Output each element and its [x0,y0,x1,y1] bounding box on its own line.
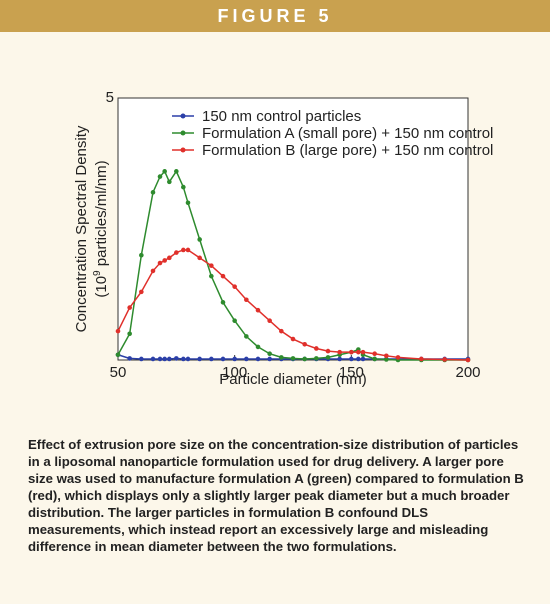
data-point [162,258,167,263]
data-point [150,268,156,274]
data-point [209,273,214,279]
data-point [139,252,144,258]
data-point [267,351,272,357]
y-axis-label: Concentration Spectral Density [73,125,90,332]
x-axis-label: Particle diameter (nm) [219,371,367,388]
data-point [244,297,249,303]
chart: Particle diameter (nm) Concentration Spe… [73,89,493,388]
data-point [127,331,132,337]
data-point [314,356,319,361]
data-point [174,356,179,361]
data-point [356,356,361,362]
data-point [185,247,191,253]
data-point [232,284,237,289]
data-point [302,356,307,362]
data-point [255,344,261,350]
x-tick-label: 50 [110,364,127,381]
data-point [349,356,354,362]
data-point [232,318,237,324]
data-point [372,351,377,357]
data-point [314,346,319,351]
data-point [220,300,226,305]
x-tick-label: 200 [455,364,480,381]
data-point [360,356,366,362]
plot-frame [117,97,469,361]
data-point [181,356,186,362]
x-tick-label: 100 [222,364,247,381]
y-label-part: particles/ml/nm) [93,160,110,270]
caption: Effect of extrusion pore size on the con… [28,437,524,554]
data-point [255,307,261,313]
data-point [465,357,471,363]
data-point [209,356,214,362]
data-point [442,357,447,362]
legend-marker [180,147,186,153]
data-point [209,263,214,268]
data-point [279,328,284,334]
data-point [197,356,202,362]
data-point [181,184,186,190]
data-point [384,357,389,362]
data-point [220,356,226,362]
data-point [244,356,249,362]
data-point [290,356,296,361]
legend-marker [180,113,186,119]
data-point [174,250,179,255]
y-tick-label: 5 [106,89,114,106]
data-point [197,237,202,242]
data-point [150,356,156,362]
data-point [181,247,186,253]
data-point [139,356,144,362]
x-tick-label: 150 [339,364,364,381]
data-point [162,169,167,174]
data-point [167,255,172,261]
data-point [185,356,191,362]
data-point [356,349,361,355]
data-point [162,356,167,362]
data-point [325,348,331,354]
data-point [267,356,272,362]
data-point [157,260,163,266]
data-point [167,179,172,185]
y-label-part: (10 [93,276,110,298]
data-point [197,255,202,261]
data-point [267,318,272,324]
data-point [360,349,366,355]
data-point [185,200,191,206]
data-point [115,352,121,358]
data-point [220,273,226,279]
data-point [325,355,331,360]
data-point [372,356,377,362]
legend-label: 150 nm control particles [202,108,361,125]
data-point [244,334,249,339]
data-point [255,356,261,362]
legend-label: Formulation B (large pore) + 150 nm cont… [202,142,493,159]
data-point [302,341,307,347]
legend-label: Formulation A (small pore) + 150 nm cont… [202,125,493,142]
y-axis-label: (109 particles/ml/nm) [92,160,110,297]
data-point [384,353,389,359]
data-point [139,289,144,295]
data-point [127,356,132,361]
data-point [337,349,342,355]
legend-marker [180,130,186,136]
data-point [167,356,172,362]
data-point [419,356,424,362]
data-point [150,190,156,195]
data-point [395,355,401,360]
data-point [157,356,163,362]
data-point [115,328,121,334]
data-point [127,305,132,310]
figure-header: FIGURE 5 [0,0,550,32]
data-point [174,169,179,174]
data-point [232,356,237,362]
data-point [290,336,296,342]
data-point [157,174,163,179]
y-label-sup: 9 [92,270,103,276]
data-point [279,355,284,360]
data-point [337,356,342,362]
data-point [349,349,354,355]
